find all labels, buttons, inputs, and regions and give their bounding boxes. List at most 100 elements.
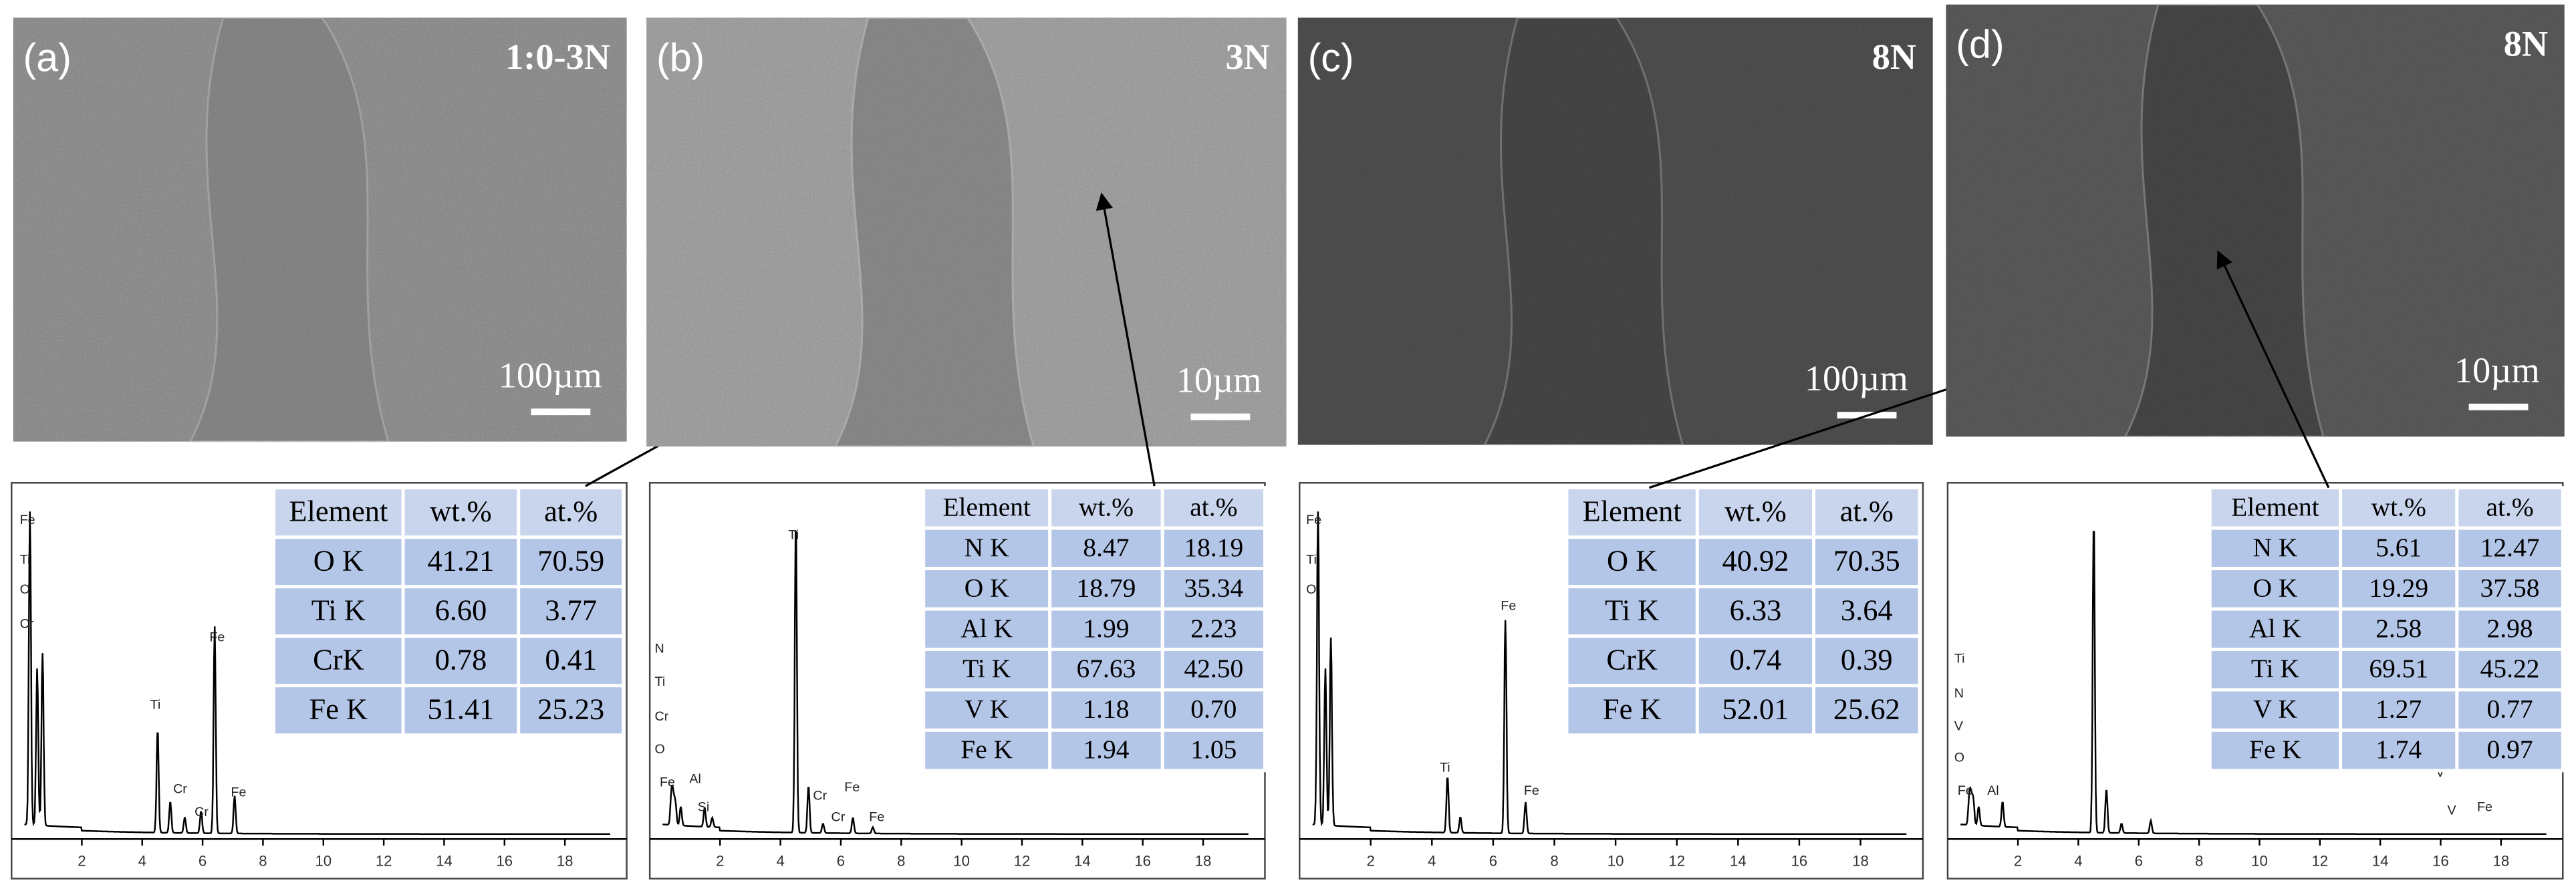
table-header: at.%	[1190, 492, 1237, 521]
table-value: 0.39	[1841, 642, 1893, 676]
peak-label: Fe	[231, 785, 246, 799]
peak-label: Fe	[1958, 783, 1973, 798]
x-tick-label: 2	[1367, 853, 1375, 870]
x-tick-label: 8	[259, 853, 267, 870]
table-cell	[2208, 486, 2343, 530]
peak-label: Al	[1987, 783, 1999, 798]
table-value: 70.59	[537, 543, 604, 577]
table-value: 25.62	[1833, 692, 1900, 725]
table-value: 18.19	[1184, 533, 1243, 562]
table-header: Element	[1583, 494, 1682, 527]
peak-label: Ti	[1954, 652, 1965, 666]
x-tick-label: 12	[376, 853, 392, 870]
panel-label: (d)	[1956, 22, 2004, 67]
spectrum-line	[24, 511, 610, 836]
sem-feature	[833, 17, 1035, 448]
table-header: Element	[2231, 492, 2319, 521]
table-cell	[2208, 728, 2343, 773]
table-header: wt.%	[430, 494, 492, 527]
scale-label: 100µm	[1805, 358, 1908, 398]
scale-bar	[1190, 413, 1251, 420]
peak-label: Cr	[173, 781, 187, 796]
table-cell	[1160, 728, 1267, 773]
sem-image	[1297, 17, 1933, 445]
table-value: 1.74	[2375, 735, 2422, 764]
table-cell	[922, 648, 1052, 692]
table-value: 0.41	[545, 642, 597, 676]
x-tick-label: 8	[1550, 853, 1558, 870]
peak-label: V	[2448, 803, 2457, 818]
scale-label: 10µm	[1176, 360, 1262, 400]
table-cell	[401, 684, 521, 737]
table-value: O K	[313, 543, 364, 577]
x-tick-label: 16	[1134, 853, 1151, 870]
table-header: wt.%	[2371, 492, 2426, 521]
table-cell	[2208, 648, 2343, 692]
table-value: Ti K	[962, 654, 1011, 683]
table-value: 45.22	[2480, 654, 2540, 683]
condition-label: 1:0-3N	[505, 37, 610, 77]
peak-label: Fe	[1524, 783, 1539, 798]
table-value: Ti K	[1605, 593, 1659, 626]
x-tick-label: 18	[1195, 853, 1212, 870]
table-header: wt.%	[1724, 494, 1787, 527]
table-cell	[2455, 607, 2565, 651]
table-value: V K	[2253, 694, 2298, 724]
table-value: 1.18	[1083, 694, 1129, 724]
table-value: CrK	[313, 642, 364, 676]
table-value: 67.63	[1077, 654, 1136, 683]
x-tick-label: 10	[2251, 853, 2268, 870]
table-value: 69.51	[2369, 654, 2428, 683]
table-value: 3.64	[1841, 593, 1893, 626]
table-cell	[1695, 684, 1816, 737]
scale-label: 100µm	[499, 355, 602, 395]
table-value: N K	[964, 533, 1009, 562]
peak-label: Cr	[655, 709, 669, 724]
table-cell	[1695, 486, 1816, 539]
peak-label: Fe	[209, 630, 225, 644]
table-header: Element	[289, 494, 388, 527]
x-tick-label: 16	[496, 853, 513, 870]
table-cell	[1048, 728, 1164, 773]
peak-label: Al	[689, 772, 701, 787]
table-value: 35.34	[1184, 573, 1243, 602]
peak-label: Fe	[20, 513, 35, 527]
table-value: 0.97	[2487, 735, 2533, 764]
peak-label: O	[1306, 582, 1316, 597]
peak-label: Fe	[844, 780, 860, 795]
table-value: O K	[2252, 573, 2297, 602]
condition-label: 8N	[2504, 23, 2548, 63]
table-value: 0.74	[1730, 642, 1782, 676]
x-tick-label: 6	[199, 853, 207, 870]
sem-feature	[2123, 3, 2325, 438]
spectrum-line	[1960, 531, 2547, 836]
table-cell	[2339, 728, 2459, 773]
x-tick-label: 14	[1074, 853, 1091, 870]
table-cell	[1160, 607, 1267, 651]
table-value: 0.78	[435, 642, 487, 676]
peak-label: Ti	[150, 698, 161, 713]
peak-label: Fe	[869, 809, 884, 824]
sem-feature	[1483, 17, 1684, 446]
panel-label: (c)	[1308, 35, 1354, 80]
x-tick-label: 6	[2135, 853, 2143, 870]
panel: (d)8N10µm24681012141618TiNVOFeAlTiVVFeEl…	[1946, 3, 2565, 880]
table-value: 37.58	[2480, 573, 2540, 602]
table-header: at.%	[544, 494, 598, 527]
x-tick-label: 4	[1428, 853, 1436, 870]
peak-label: Fe	[1306, 513, 1321, 527]
table-cell	[1160, 648, 1267, 692]
table-cell	[1812, 486, 1922, 539]
table-value: 18.79	[1077, 573, 1136, 602]
table-value: 40.92	[1722, 543, 1789, 577]
table-value: 1.99	[1083, 614, 1129, 643]
table-value: 5.61	[2375, 533, 2422, 562]
table-value: 51.41	[427, 692, 494, 725]
table-value: 8.47	[1083, 533, 1129, 562]
table-header: at.%	[1840, 494, 1894, 527]
x-tick-label: 14	[436, 853, 453, 870]
table-cell	[2455, 648, 2565, 692]
x-tick-label: 8	[897, 853, 905, 870]
x-tick-label: 6	[837, 853, 845, 870]
